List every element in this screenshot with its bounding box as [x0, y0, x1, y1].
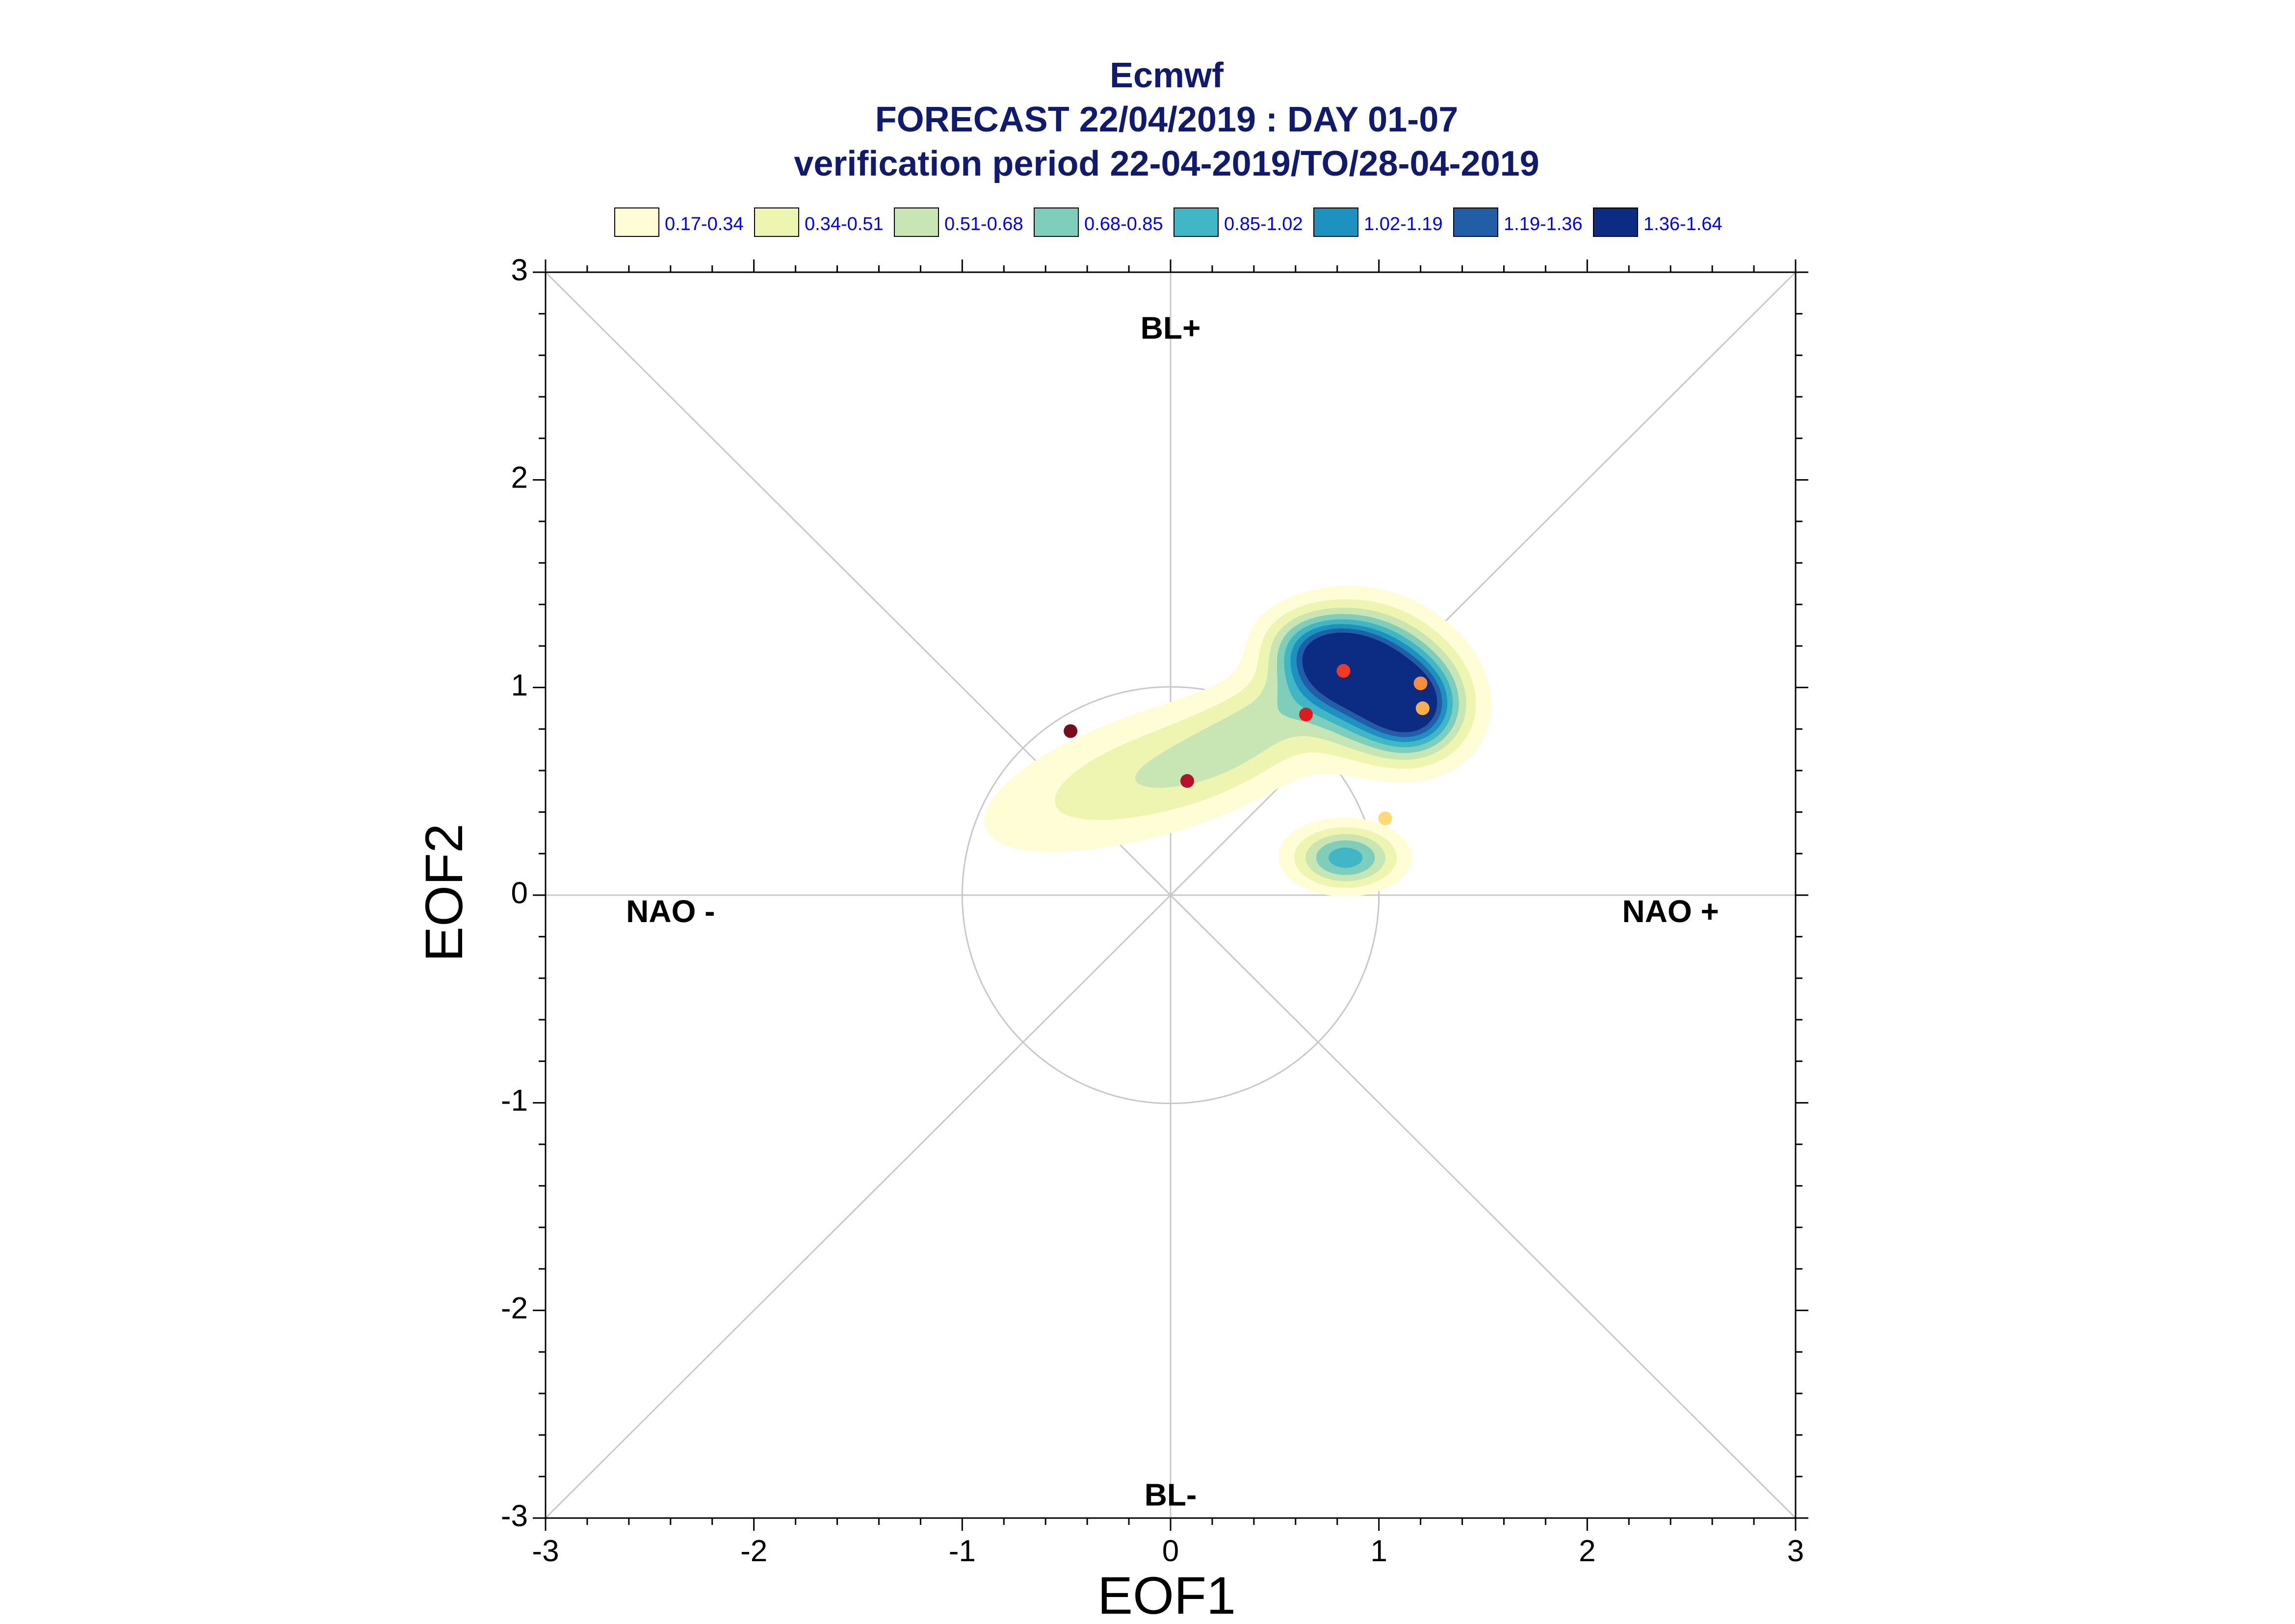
legend-label: 1.19-1.36 [1504, 214, 1583, 234]
x-tick-label: 0 [1162, 1534, 1179, 1568]
y-tick-label: 3 [511, 253, 528, 287]
ensemble-point [1336, 664, 1351, 678]
ensemble-point [1378, 811, 1392, 825]
ensemble-point [1413, 676, 1428, 691]
density-contours [984, 586, 1491, 897]
y-tick-label: -3 [501, 1499, 528, 1533]
regime-labels: BL+ BL- NAO - NAO + [626, 310, 1719, 1512]
legend-swatch [754, 207, 799, 237]
ensemble-point [1180, 774, 1194, 788]
x-tick-label: 1 [1370, 1534, 1387, 1568]
x-axis-title: EOF1 [1097, 1566, 1236, 1624]
legend: 0.17-0.34 0.34-0.51 0.51-0.68 0.68-0.85 0.85… [614, 207, 1722, 237]
regime-label: BL- [1145, 1477, 1197, 1513]
x-tick-label: 2 [1579, 1534, 1595, 1568]
y-tick-label: 1 [511, 669, 528, 702]
ensemble-points [1064, 664, 1430, 825]
y-tick-label: -2 [501, 1291, 528, 1325]
legend-label: 0.51-0.68 [944, 214, 1023, 234]
chart-subtitle-line-1: FORECAST 22/04/2019 : DAY 01-07 [875, 100, 1459, 139]
regime-label: BL+ [1141, 310, 1201, 345]
axis-ticks: -3 -2 -1 0 1 2 3 -3 -2 -1 0 1 2 3 [501, 253, 1808, 1568]
y-axis-title: EOF2 [414, 824, 473, 962]
legend-swatch [894, 207, 939, 237]
legend-swatch [1174, 207, 1219, 237]
ensemble-point [1299, 707, 1313, 722]
legend-swatch [1313, 207, 1358, 237]
regime-label: NAO - [626, 894, 715, 929]
chart-subtitle-line-2: verification period 22-04-2019/TO/28-04-… [794, 144, 1539, 183]
legend-label: 0.34-0.51 [805, 214, 884, 234]
x-tick-label: -3 [532, 1534, 559, 1568]
legend-swatch [614, 207, 659, 237]
legend-label: 1.02-1.19 [1364, 214, 1443, 234]
ensemble-point [1064, 724, 1078, 738]
legend-label: 0.68-0.85 [1084, 214, 1163, 234]
y-tick-label: 2 [511, 461, 528, 495]
chart-title-group: Ecmwf FORECAST 22/04/2019 : DAY 01-07 ve… [794, 56, 1539, 183]
plot-area: BL+ BL- NAO - NAO + -3 -2 -1 0 1 2 3 -3 -2 -1 0 1 2 3 [501, 253, 1808, 1568]
legend-swatch [1593, 207, 1638, 237]
legend-label: 0.17-0.34 [665, 214, 744, 234]
x-tick-label: -2 [740, 1534, 767, 1568]
legend-label: 1.36-1.64 [1643, 214, 1722, 234]
y-tick-label: -1 [501, 1084, 528, 1118]
regime-label: NAO + [1622, 894, 1719, 929]
guide-lines [545, 271, 1797, 1519]
reference-circle [961, 686, 1380, 1105]
ensemble-point [1415, 701, 1430, 715]
x-tick-label: 3 [1787, 1534, 1804, 1568]
legend-label: 0.85-1.02 [1224, 214, 1303, 234]
chart-title: Ecmwf [1110, 56, 1224, 95]
legend-swatch [1453, 207, 1498, 237]
x-tick-label: -1 [949, 1534, 976, 1568]
legend-swatch [1034, 207, 1079, 237]
y-tick-label: 0 [511, 876, 528, 910]
